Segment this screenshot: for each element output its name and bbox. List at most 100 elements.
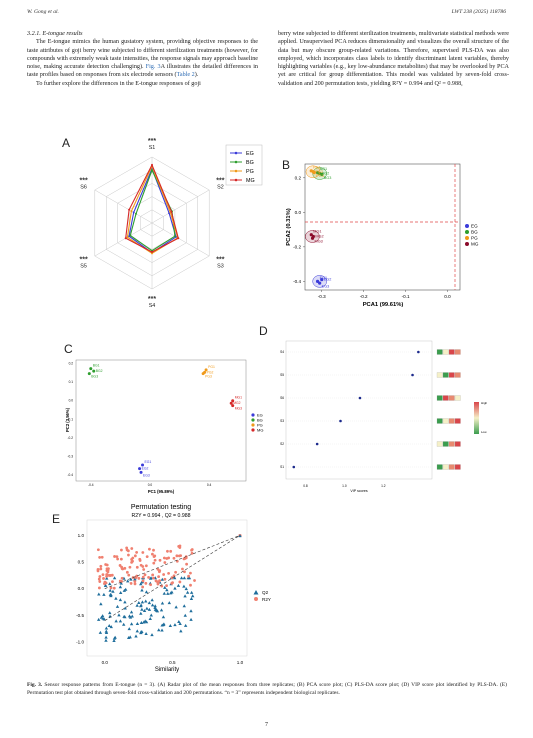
r2y-point <box>152 555 156 559</box>
heat-cell <box>442 418 449 424</box>
q2-point <box>108 582 112 586</box>
x-tick-label: 0.5 <box>169 660 176 665</box>
point-label: MG3 <box>235 407 242 411</box>
r2y-point <box>190 548 194 551</box>
vip-heatmap <box>436 349 461 470</box>
q2-point <box>111 589 115 593</box>
table-link[interactable]: Table 2 <box>176 72 195 79</box>
pls-point <box>89 367 93 371</box>
vip-point <box>315 442 319 446</box>
pls-point <box>229 401 233 405</box>
r2y-point <box>152 561 156 565</box>
y-tick-label: -0.4 <box>68 473 74 477</box>
q2-point <box>144 620 149 624</box>
q2-point <box>133 577 137 581</box>
q2-point <box>160 601 165 605</box>
q2-point <box>104 629 108 633</box>
heat-cell <box>454 464 461 470</box>
r2y-point <box>142 568 146 571</box>
y-tick-label: S3 <box>280 419 284 423</box>
q2-point <box>147 607 152 611</box>
q2-point <box>99 602 103 606</box>
y-tick-label: 0.5 <box>78 560 85 565</box>
radar-spoke <box>94 189 153 224</box>
q2-point <box>129 622 134 626</box>
q2-point <box>159 608 164 612</box>
heat-cell <box>454 441 461 447</box>
panel-letter: B <box>282 158 290 172</box>
r2y-point <box>152 548 155 552</box>
q2-point <box>139 620 144 624</box>
right-column: berry wine subjected to different steril… <box>278 30 509 88</box>
point-label: PG1 <box>313 166 321 170</box>
legend-marker <box>234 160 238 164</box>
x-tick-label: -0.3 <box>318 294 326 299</box>
point-label: BG1 <box>320 167 328 171</box>
r2y-point <box>116 557 120 561</box>
radar-point <box>126 236 129 239</box>
axis-ticks: -0.4 0.0 0.4 0.2 0.1 0.0 -0.1 -0.2 -0.3 -0.4 <box>68 362 212 487</box>
radar-point <box>135 212 137 215</box>
y-tick-label: S6 <box>280 396 284 400</box>
radar-point <box>151 251 153 253</box>
q2-point <box>184 587 188 591</box>
q2-point <box>189 609 193 613</box>
r2y-point <box>104 563 108 566</box>
legend-label: MG <box>471 242 479 247</box>
y-tick-label: 1.0 <box>78 533 85 538</box>
heat-cell <box>448 372 455 378</box>
colorbar: High Low <box>474 401 488 434</box>
panel-c: C -0.4 0.0 0.4 0.2 0.1 0.0 -0.1 -0.2 -0.3 -0.4 PC… <box>64 342 263 494</box>
legend-label: PG <box>257 423 263 428</box>
radar-point <box>173 235 176 238</box>
point-label: PG3 <box>205 375 212 379</box>
x-tick-label: -0.2 <box>360 294 368 299</box>
section-heading: 3.2.1. E-tongue results <box>27 31 83 37</box>
r2y-point <box>175 554 179 558</box>
x-tick-label: 0.0 <box>148 483 153 487</box>
x-axis-label: Similarity <box>155 667 179 673</box>
y-tick-label: S4 <box>280 350 284 354</box>
r2y-point <box>105 567 109 571</box>
radar-sig: *** <box>148 296 156 303</box>
radar-series <box>124 163 180 255</box>
r2y-point <box>99 567 103 571</box>
caption-text: Sensor response patterns from E-tongue (… <box>27 682 507 696</box>
x-tick-label: 0.0 <box>444 294 451 299</box>
point-label: MG2 <box>233 401 240 405</box>
q2-point <box>140 607 144 611</box>
r2y-regression-line <box>104 535 241 589</box>
radar-point <box>151 169 153 172</box>
pls-point <box>138 467 142 471</box>
chart-title: Permutation testing <box>131 504 191 511</box>
r2y-point <box>133 582 137 586</box>
pls-point <box>87 372 91 376</box>
q2-point <box>104 635 108 639</box>
y-tick-label: 0.0 <box>69 399 74 403</box>
q2-point <box>144 631 148 635</box>
pca-point <box>320 172 324 176</box>
figure-link[interactable]: Fig. 3 <box>145 64 161 70</box>
radar-axis-label: S2 <box>217 185 224 191</box>
legend-marker <box>234 151 238 155</box>
q2-point <box>177 620 181 624</box>
figure-caption: Fig. 3. Sensor response patterns from E-… <box>27 682 507 697</box>
y-tick-label: 0.0 <box>78 586 85 591</box>
panel-letter: D <box>259 324 268 338</box>
radar-point <box>128 208 131 211</box>
heat-cell <box>442 349 449 355</box>
r2y-point <box>169 549 173 553</box>
r2y-point <box>130 547 134 550</box>
q2-point <box>174 605 178 609</box>
q2-point <box>189 590 194 594</box>
heat-cell <box>442 441 449 447</box>
r2y-point <box>157 575 161 579</box>
q2-point <box>149 576 153 580</box>
legend-marker <box>465 224 469 228</box>
chart-subtitle: R2Y = 0.994 , Q2 = 0.988 <box>131 513 190 519</box>
r2y-point <box>162 573 166 576</box>
r2y-point <box>120 576 124 580</box>
y-tick-label: 0.0 <box>295 210 302 215</box>
radar-point <box>129 234 132 237</box>
point-label: BG2 <box>322 171 330 175</box>
